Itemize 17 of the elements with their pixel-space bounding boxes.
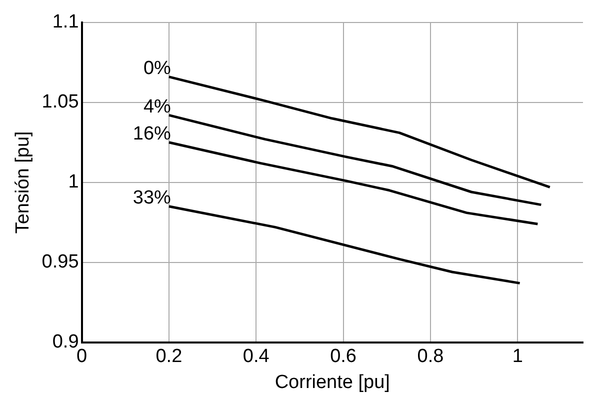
x-tick-label: 1 [512, 346, 523, 368]
y-tick-label: 0.9 [52, 332, 79, 353]
x-tick-label: 0 [76, 346, 88, 368]
x-tick-label: 0.8 [417, 346, 444, 368]
series-label: 4% [143, 96, 172, 118]
x-tick-label: 0.6 [330, 346, 356, 368]
x-axis-title: Corriente [pu] [274, 372, 390, 393]
series-label: 16% [132, 124, 172, 145]
x-tick-label: 0.4 [242, 346, 270, 368]
y-axis-title: Tensión [pu] [12, 131, 34, 234]
y-tick-label: 1.05 [42, 92, 79, 113]
series-label: 33% [132, 188, 172, 209]
x-tick-label: 0.2 [156, 346, 182, 368]
y-tick-label: 1.1 [52, 12, 79, 33]
y-tick-label: 1 [68, 172, 79, 193]
y-tick-label: 0.95 [42, 252, 79, 273]
series-label: 0% [143, 58, 172, 80]
